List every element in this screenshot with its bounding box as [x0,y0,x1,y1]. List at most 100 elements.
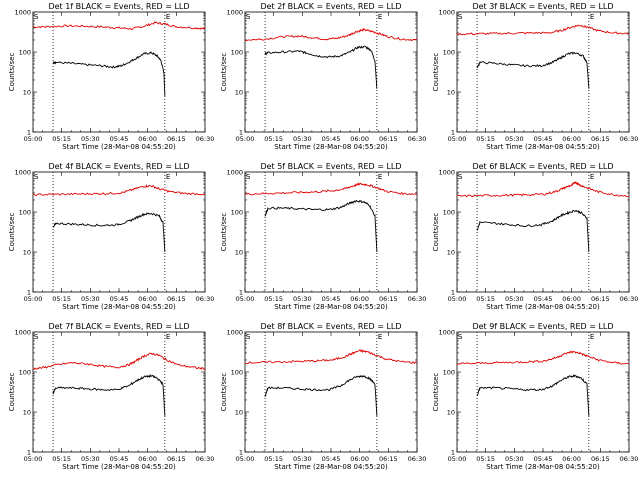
series-line-lld [456,350,630,366]
x-axis-label: Start Time (28-Mar-08 04:55:20) [274,463,388,471]
series-line-lld [244,182,417,196]
event-marker-S: S [458,333,463,341]
x-axis-label: Start Time (28-Mar-08 04:55:20) [274,143,388,151]
chart-panel-7: 1 10 100 1000 05:00 05:15 05:30 05:45 06:00 06:15… [8,322,214,471]
plot-frame [32,171,206,293]
x-tick-label: 05:45 [534,455,553,463]
y-axis-label: Counts/sec [8,213,16,252]
x-tick-label: 06:15 [591,455,610,463]
y-tick-label: 1 [451,289,455,297]
x-axis-label: Start Time (28-Mar-08 04:55:20) [486,143,600,151]
x-axis-label: Start Time (28-Mar-08 04:55:20) [62,303,176,311]
chart-panel-5: 1 10 100 1000 05:00 05:15 05:30 05:45 06:00 06:15… [220,162,426,311]
chart-title: Det 2f BLACK = Events, RED = LLD [260,2,401,11]
event-marker-E: E [166,333,170,341]
x-tick-label: 05:45 [110,135,129,143]
x-tick-label: 05:15 [264,135,283,143]
x-tick-label: 05:00 [24,455,43,463]
x-tick-label: 06:15 [591,135,610,143]
series-line-lld [32,184,206,197]
x-tick-label: 05:00 [448,295,467,303]
x-axis-label: Start Time (28-Mar-08 04:55:20) [486,463,600,471]
series-line-lld [456,24,630,36]
event-marker-E: E [590,333,594,341]
chart-title: Det 9f BLACK = Events, RED = LLD [472,322,613,331]
y-tick-label: 1 [451,449,455,457]
x-axis-label: Start Time (28-Mar-08 04:55:20) [62,143,176,151]
event-marker-S: S [246,173,251,181]
x-tick-label: 05:15 [476,455,495,463]
x-tick-label: 06:30 [408,135,427,143]
event-marker-E: E [166,173,170,181]
x-tick-label: 05:45 [534,135,553,143]
chart-panel-9: 1 10 100 1000 05:00 05:15 05:30 05:45 06:00 06:15… [432,322,638,471]
y-tick-label: 1000 [226,329,243,337]
series-line-lld [457,181,630,198]
y-tick-label: 100 [19,209,31,217]
y-axis-label: Counts/sec [432,53,440,92]
y-tick-label: 1 [27,449,31,457]
event-marker-S: S [458,173,463,181]
y-tick-label: 100 [19,49,31,57]
y-tick-label: 1000 [226,169,243,177]
y-tick-label: 1 [239,449,243,457]
chart-panel-6: 1 10 100 1000 05:00 05:15 05:30 05:45 06:00 06:15… [432,162,638,311]
x-tick-label: 06:30 [620,135,639,143]
event-marker-E: E [378,173,382,181]
plot-frame [32,331,206,453]
series-line-events [264,45,378,89]
y-tick-label: 100 [443,209,455,217]
y-axis-label: Counts/sec [220,373,228,412]
x-tick-label: 05:45 [534,295,553,303]
y-tick-label: 10 [23,249,31,257]
series-line-events [52,373,166,416]
x-tick-label: 05:15 [52,455,71,463]
x-tick-label: 06:00 [138,135,157,143]
chart-title: Det 1f BLACK = Events, RED = LLD [48,2,189,11]
chart-panel-1: 1 10 100 1000 05:00 05:15 05:30 05:45 06:00 06:15… [8,2,214,151]
x-tick-label: 06:15 [591,295,610,303]
y-tick-label: 1000 [14,169,31,177]
x-tick-label: 06:15 [379,455,398,463]
series-line-lld [244,28,418,42]
series-line-events [476,51,590,89]
y-tick-label: 100 [231,209,243,217]
y-tick-label: 10 [23,409,31,417]
plot-frame [456,11,630,133]
chart-panel-4: 1 10 100 1000 05:00 05:15 05:30 05:45 06:00 06:15… [8,162,214,311]
event-marker-S: S [458,13,463,21]
y-axis-label: Counts/sec [220,53,228,92]
x-tick-label: 05:30 [81,295,100,303]
y-tick-label: 1000 [438,329,455,337]
y-tick-label: 1000 [14,9,31,17]
x-tick-label: 05:30 [505,135,524,143]
x-tick-label: 05:15 [476,295,495,303]
x-tick-label: 05:00 [448,135,467,143]
chart-panel-8: 1 10 100 1000 05:00 05:15 05:30 05:45 06:00 06:15… [220,322,426,471]
x-axis-label: Start Time (28-Mar-08 04:55:20) [274,303,388,311]
x-tick-label: 05:45 [110,295,129,303]
event-marker-E: E [590,13,594,21]
x-tick-label: 06:15 [167,135,186,143]
plot-frame [456,331,630,453]
x-tick-label: 05:15 [264,455,283,463]
x-tick-label: 06:00 [562,455,581,463]
chart-title: Det 4f BLACK = Events, RED = LLD [48,162,189,171]
y-tick-label: 1 [27,289,31,297]
y-tick-label: 100 [231,369,243,377]
event-marker-E: E [378,333,382,341]
x-tick-label: 06:00 [562,295,581,303]
x-tick-label: 05:30 [293,135,312,143]
y-tick-label: 100 [231,49,243,57]
x-tick-label: 05:15 [264,295,283,303]
chart-title: Det 6f BLACK = Events, RED = LLD [472,162,613,171]
y-tick-label: 10 [447,409,455,417]
y-tick-label: 10 [235,249,243,257]
event-marker-S: S [246,13,251,21]
y-tick-label: 10 [447,249,455,257]
x-tick-label: 06:00 [350,135,369,143]
series-line-lld [244,349,418,365]
x-tick-label: 05:30 [81,455,100,463]
series-line-events [264,199,378,253]
